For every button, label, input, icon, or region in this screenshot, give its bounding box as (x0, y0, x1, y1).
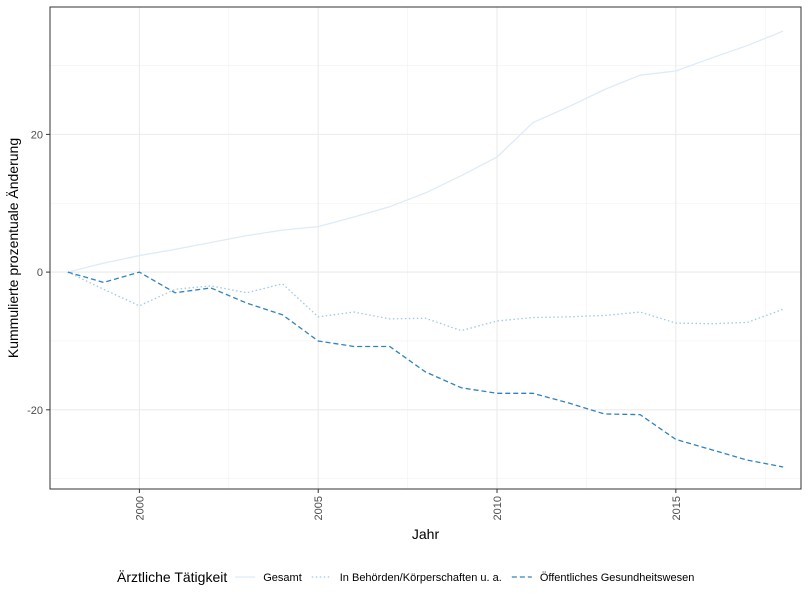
grid (49, 7, 801, 489)
legend-label-2: In Behörden/Körperschaften u. a. (340, 572, 502, 584)
series-line-2 (67, 271, 784, 332)
series-lines (67, 30, 784, 468)
legend-label-3: Öffentliches Gesundheitswesen (540, 572, 695, 584)
legend-items: Gesamt In Behörden/Körperschaften u. a. Öf… (235, 572, 694, 584)
x-tick-label: 2010 (492, 496, 504, 520)
legend: Ärztliche Tätigkeit Gesamt In Behörden/Kö… (117, 569, 694, 585)
y-axis-title: Kummulierte prozentuale Änderung (5, 138, 21, 358)
x-axis-title: Jahr (412, 526, 440, 542)
x-tick-label: 2005 (313, 496, 325, 520)
y-tick-label: 0 (37, 267, 43, 279)
x-tick-label: 2015 (671, 496, 683, 520)
plot-panel-border (49, 6, 802, 490)
y-tick-label: -20 (27, 405, 43, 417)
x-tick-label: 2000 (134, 496, 146, 520)
series-line-1 (67, 30, 784, 273)
legend-label-1: Gesamt (263, 572, 302, 584)
axes: -20 0 20 2000 2005 2010 2015 (27, 129, 683, 520)
series-line-3 (67, 271, 784, 468)
legend-title: Ärztliche Tätigkeit (117, 569, 227, 585)
y-tick-label: 20 (31, 129, 43, 141)
